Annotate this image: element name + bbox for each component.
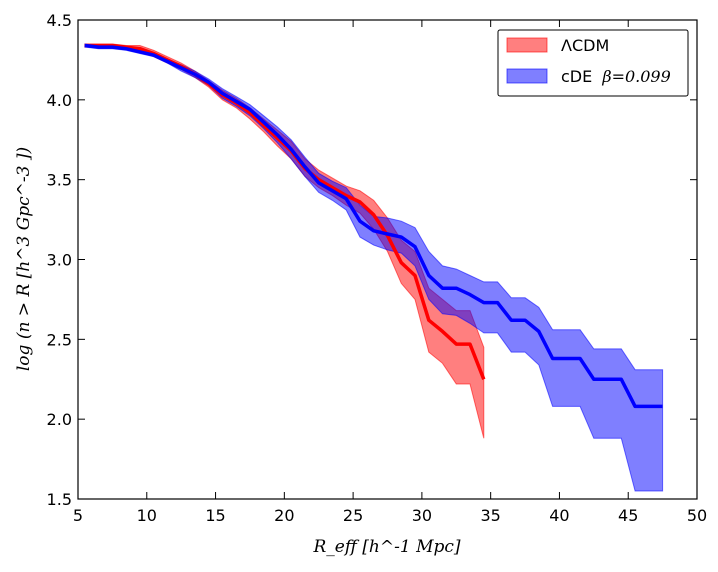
y-tick-label: 3.0 — [47, 251, 72, 270]
legend-label-cde-param: β=0.099 — [601, 67, 670, 86]
legend-label-cde-name: cDE — [561, 67, 592, 86]
y-tick-label: 2.0 — [47, 410, 72, 429]
confidence-bands — [84, 43, 664, 492]
legend-swatch-lcdm — [506, 37, 548, 53]
y-tick-label: 4.5 — [47, 11, 72, 30]
band-cde — [84, 43, 664, 492]
x-tick-label: 25 — [343, 506, 363, 525]
x-tick-label: 5 — [73, 506, 83, 525]
legend-label-cde: cDE β=0.099 — [561, 67, 671, 86]
x-tick-label: 10 — [137, 506, 157, 525]
x-tick-label: 50 — [687, 506, 707, 525]
legend-swatch-cde — [506, 68, 548, 84]
series-lines — [84, 43, 663, 409]
y-axis-title: log (n > R [h^3 Gpc^-3 ]) — [14, 147, 34, 371]
axis-ticks: 5 10 15 20 25 30 35 40 45 50 1.5 2.0 2.5 3.0 3.5 4.0 4.5 — [47, 11, 708, 525]
x-axis-title: R_eff [h^-1 Mpc] — [312, 537, 460, 557]
y-tick-label: 4.0 — [47, 91, 72, 110]
line-cde — [84, 43, 663, 409]
x-tick-label: 20 — [274, 506, 294, 525]
legend-label-lcdm: ΛCDM — [561, 36, 609, 55]
x-tick-label: 45 — [618, 506, 638, 525]
band-lcdm — [84, 43, 485, 439]
y-tick-label: 3.5 — [47, 171, 72, 190]
legend: ΛCDM cDE β=0.099 — [497, 29, 689, 97]
x-tick-label: 30 — [412, 506, 432, 525]
x-tick-label: 35 — [480, 506, 500, 525]
x-tick-label: 40 — [549, 506, 569, 525]
x-tick-label: 15 — [205, 506, 225, 525]
y-tick-label: 1.5 — [47, 490, 72, 509]
y-tick-label: 2.5 — [47, 330, 72, 349]
